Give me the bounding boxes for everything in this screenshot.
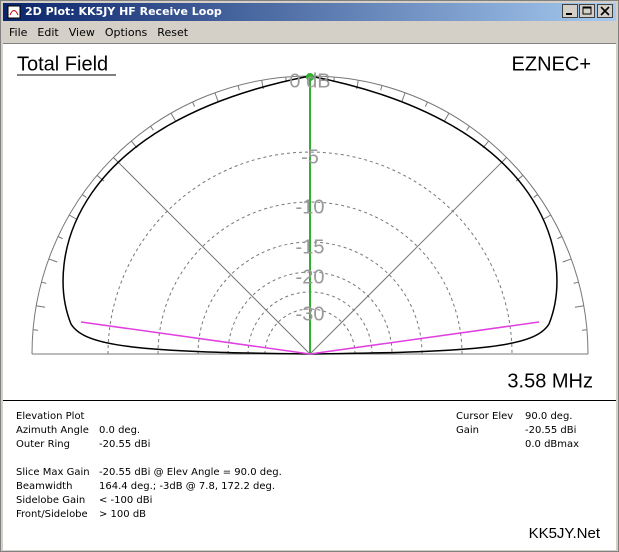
ring-label: -10	[296, 196, 325, 218]
ring-tick	[192, 101, 196, 107]
radial-line	[113, 157, 311, 355]
info-value: -20.55 dBi	[525, 425, 577, 436]
info-value: -20.55 dBi @ Elev Angle = 90.0 deg.	[99, 467, 282, 478]
info-value: 164.4 deg.; -3dB @ 7.8, 172.2 deg.	[99, 481, 276, 492]
info-value: < -100 dBi	[99, 495, 153, 506]
ring-tick	[466, 125, 470, 131]
ring-tick	[81, 194, 87, 198]
ring-tick	[96, 174, 105, 182]
grid-ring	[157, 201, 463, 355]
ring-tick	[68, 214, 78, 220]
ring-tick	[444, 112, 450, 122]
info-value: 90.0 deg.	[525, 411, 573, 422]
ring-label: 0 dB	[289, 70, 330, 92]
ring-tick	[48, 258, 58, 263]
menu-item[interactable]: Edit	[37, 26, 59, 39]
info-label: Gain	[456, 425, 479, 436]
footer-brand: KK5JY.Net	[528, 525, 600, 542]
ring-tick	[113, 157, 118, 162]
ring-tick	[573, 281, 579, 284]
ring-tick	[533, 194, 539, 198]
ring-label: -30	[296, 303, 325, 325]
info-label: Front/Sidelobe	[16, 509, 88, 520]
ring-tick	[515, 174, 524, 182]
ring-tick	[574, 305, 584, 308]
grid-ring	[107, 151, 513, 355]
pattern-curve	[62, 75, 558, 355]
plot-title: Total Field	[17, 53, 108, 75]
title-bar: 2D Plot: KK5JY HF Receive Loop	[3, 3, 616, 21]
ring-tick	[150, 125, 154, 131]
cursor-dot	[306, 73, 314, 81]
app-icon	[7, 5, 21, 19]
ring-tick	[557, 236, 563, 240]
info-label: Slice Max Gain	[16, 467, 90, 478]
frequency: 3.58 MHz	[507, 370, 593, 392]
info-value: -20.55 dBi	[99, 439, 151, 450]
ring-label: -20	[296, 266, 325, 288]
ring-tick	[401, 92, 406, 102]
radial-line	[309, 157, 507, 355]
info-label: Azimuth Angle	[16, 425, 89, 436]
ring-tick	[36, 305, 46, 308]
info-label: Outer Ring	[16, 439, 70, 450]
info-label: Cursor Elev	[456, 411, 514, 422]
menu-item[interactable]: File	[9, 26, 28, 39]
ring-tick	[542, 214, 552, 220]
ring-tick	[57, 236, 63, 240]
ring-tick	[562, 258, 572, 263]
ring-tick	[214, 92, 219, 102]
info-value: 0.0 dBmax	[525, 439, 580, 450]
info-value: > 100 dB	[99, 509, 147, 520]
info-label: Sidelobe Gain	[16, 495, 86, 506]
ring-tick	[237, 85, 240, 91]
grid-ring	[264, 308, 356, 355]
info-panel: Elevation Plot Azimuth Angle 0.0 deg. Outer…	[3, 400, 616, 551]
info-label: Elevation Plot	[16, 411, 85, 422]
menu-item[interactable]: Options	[104, 26, 148, 39]
menu-item[interactable]: Reset	[157, 26, 189, 39]
ring-tick	[502, 157, 507, 162]
menu-bar: File Edit View Options Reset	[3, 23, 192, 42]
info-value: 0.0 deg.	[99, 425, 141, 436]
ring-tick	[170, 112, 176, 122]
window-title: 2D Plot: KK5JY HF Receive Loop	[25, 5, 222, 18]
window-buttons[interactable]	[562, 4, 614, 20]
ring-tick	[41, 281, 47, 284]
ring-tick	[380, 85, 383, 91]
ring-label: -15	[296, 236, 325, 258]
polar-plot: Total Field EZNEC+ 3.58 MHz 0 dB -5 -10 -15…	[17, 53, 593, 392]
ring-tick	[424, 101, 428, 107]
beamwidth-lines	[80, 321, 540, 355]
brand: EZNEC+	[512, 53, 591, 75]
plot-area: Total Field EZNEC+ 3.58 MHz 0 dB -5 -10 -15…	[3, 43, 616, 550]
info-label: Beamwidth	[16, 481, 73, 492]
ring-label: -5	[301, 146, 319, 168]
menu-item[interactable]: View	[68, 26, 95, 39]
